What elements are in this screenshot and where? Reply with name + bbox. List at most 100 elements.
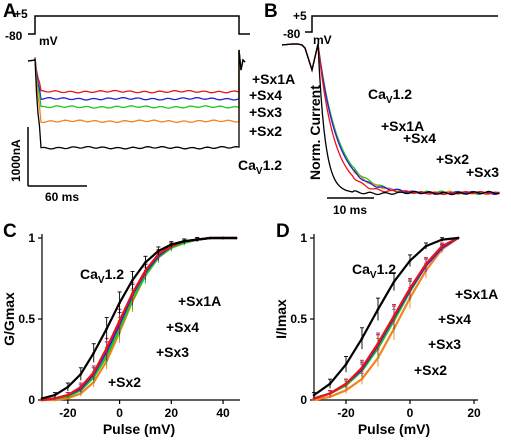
data-point bbox=[440, 238, 444, 241]
data-point bbox=[144, 269, 147, 272]
x-tick-label: 20 bbox=[165, 406, 179, 420]
y-tick-label: 0.5 bbox=[18, 312, 35, 326]
data-point bbox=[328, 395, 332, 399]
trace-label-sx2-a: +Sx2 bbox=[249, 123, 282, 139]
y-axis-label: G/Gmax bbox=[1, 292, 17, 346]
data-point bbox=[182, 239, 186, 243]
data-point bbox=[208, 236, 212, 240]
current-trace-sx1a bbox=[27, 49, 246, 94]
data-point bbox=[157, 249, 160, 253]
protocol-bottom-value-b: -80 bbox=[283, 27, 301, 41]
x-axis-label: Pulse (mV) bbox=[358, 421, 430, 437]
y-axis-label: I/Imax bbox=[273, 299, 289, 339]
data-point bbox=[53, 397, 57, 400]
data-point bbox=[40, 397, 44, 400]
trace-label-sx1a-a: +Sx1A bbox=[252, 71, 295, 87]
data-point bbox=[195, 238, 199, 241]
data-point bbox=[392, 280, 396, 284]
data-point bbox=[118, 319, 121, 322]
data-point bbox=[312, 397, 316, 400]
norm-trace-sx1a bbox=[281, 43, 500, 196]
series-line-cav12 bbox=[41, 236, 236, 400]
data-point bbox=[424, 244, 428, 248]
data-point bbox=[392, 314, 396, 318]
data-point bbox=[312, 393, 316, 397]
axis-label-norm-current-b: Norm. Current bbox=[307, 85, 323, 180]
normalized-traces-b bbox=[281, 43, 500, 196]
activation-chart-c: -20 0 20 40 0 0.5 1 Pulse (mV) G/Gmax bbox=[1, 231, 240, 437]
data-point bbox=[360, 377, 364, 381]
current-trace-sx2 bbox=[27, 49, 246, 124]
scale-y-label-a: 1000nA bbox=[9, 139, 23, 182]
series-line-sx2 bbox=[313, 237, 459, 402]
data-point bbox=[344, 363, 348, 366]
data-point bbox=[79, 385, 83, 389]
data-point bbox=[92, 371, 96, 374]
y-tick-label: 0 bbox=[28, 393, 35, 407]
curve-label-sx4-d: +Sx4 bbox=[438, 311, 471, 327]
trace-label-sx1a-b: +Sx1A bbox=[381, 118, 424, 134]
data-point bbox=[424, 262, 428, 266]
trace-label-sx3-a: +Sx3 bbox=[249, 104, 282, 120]
panel-a: A +5 -80 mV 1000nA 60 ms +Sx1A +Sx4 +Sx3… bbox=[3, 1, 295, 204]
x-tick-label: 0 bbox=[116, 406, 123, 420]
x-axis-label: Pulse (mV) bbox=[103, 421, 175, 437]
panel-b: B +5 -80 mV 10 ms Norm. Current CaV1.2 +… bbox=[264, 1, 500, 217]
data-point bbox=[118, 301, 121, 305]
data-point bbox=[170, 243, 173, 246]
current-trace-sx3 bbox=[27, 49, 246, 109]
x-tick-label: 20 bbox=[467, 406, 481, 420]
protocol-top-value-b: +5 bbox=[293, 9, 307, 23]
y-tick-label: 1 bbox=[28, 231, 35, 245]
curve-label-cav12-d: CaV1.2 bbox=[352, 261, 396, 281]
curve-label-sx3-c: +Sx3 bbox=[156, 344, 189, 360]
protocol-top-value-a: +5 bbox=[14, 7, 28, 21]
data-point bbox=[53, 393, 57, 397]
voltage-protocol-a bbox=[28, 15, 250, 35]
protocol-bottom-value-a: -80 bbox=[5, 29, 23, 43]
series-line-sx1a bbox=[313, 237, 459, 400]
data-point bbox=[344, 388, 348, 392]
data-point bbox=[221, 236, 225, 240]
data-point bbox=[360, 337, 364, 340]
data-point bbox=[66, 393, 70, 397]
iv-chart-d: -20 0 20 0 0.5 1 Pulse (mV) I/Imax bbox=[273, 231, 481, 437]
panel-c: C -20 0 20 40 0 0.5 1 Pulse (mV) G/Gmax CaV1.2 +… bbox=[1, 221, 240, 437]
data-point bbox=[131, 278, 134, 282]
x-tick-label: -20 bbox=[59, 406, 77, 420]
trace-label-sx2-b: +Sx2 bbox=[436, 151, 469, 167]
current-traces-a bbox=[27, 49, 246, 150]
panel-label-d: D bbox=[276, 221, 290, 242]
x-tick-label: 40 bbox=[216, 406, 230, 420]
data-point bbox=[234, 236, 238, 240]
data-point bbox=[408, 259, 412, 262]
curve-label-sx1a-c: +Sx1A bbox=[178, 293, 221, 309]
panel-label-b: B bbox=[264, 1, 278, 22]
data-point bbox=[408, 286, 412, 290]
panel-label-c: C bbox=[3, 221, 17, 242]
current-trace-sx4 bbox=[27, 49, 246, 101]
panel-d: D -20 0 20 0 0.5 1 Pulse (mV) I/Imax CaV1.2 +Sx… bbox=[273, 221, 498, 437]
y-tick-label: 1 bbox=[300, 231, 307, 245]
curve-label-cav12-c: CaV1.2 bbox=[80, 266, 124, 286]
trace-label-sx3-b: +Sx3 bbox=[466, 164, 499, 180]
scale-x-label-b: 10 ms bbox=[333, 203, 367, 217]
curve-label-sx1a-d: +Sx1A bbox=[455, 286, 498, 302]
curve-label-sx3-d: +Sx3 bbox=[428, 336, 461, 352]
data-point bbox=[360, 366, 364, 369]
data-point bbox=[456, 236, 460, 240]
curve-label-sx2-c: +Sx2 bbox=[108, 374, 141, 390]
trace-label-sx4-a: +Sx4 bbox=[249, 87, 282, 103]
data-point bbox=[66, 385, 70, 389]
data-point bbox=[344, 382, 348, 386]
curve-label-sx2-d: +Sx2 bbox=[414, 362, 447, 378]
data-point bbox=[328, 392, 332, 395]
x-tick-label: 0 bbox=[407, 406, 414, 420]
data-point bbox=[328, 382, 332, 386]
data-point bbox=[440, 244, 444, 248]
protocol-unit-b: mV bbox=[313, 33, 332, 47]
trace-label-sx4-b: +Sx4 bbox=[403, 130, 436, 146]
current-trace-cav12 bbox=[27, 49, 246, 150]
x-tick-label: -20 bbox=[337, 406, 355, 420]
